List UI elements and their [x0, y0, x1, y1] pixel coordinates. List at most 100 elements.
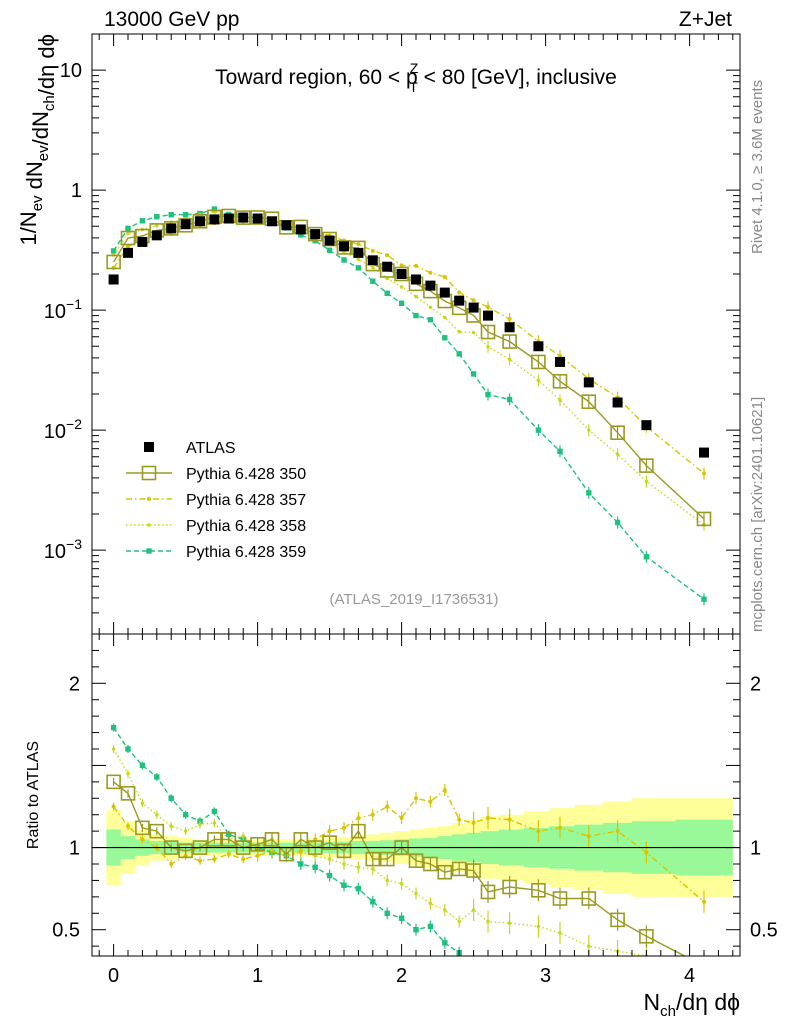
atlas-data-point [252, 213, 263, 224]
data-point [615, 452, 620, 457]
atlas-data-point [108, 274, 119, 285]
ratio-point [178, 843, 193, 859]
rivet-version-label: Rivet 4.1.0, ≥ 3.6M events [749, 80, 766, 254]
ratio-point [399, 881, 404, 886]
legend-marker [146, 548, 152, 554]
data-point [178, 217, 193, 233]
ratio-point [502, 879, 517, 895]
legend-entry: Pythia 6.428 359 [126, 544, 306, 561]
ratio-point [298, 848, 303, 853]
ratio-tick-label-right: 1 [750, 838, 761, 860]
ratio-series-pythia-6-428-357 [111, 784, 706, 913]
ratio-point [198, 822, 202, 827]
data-point [385, 253, 390, 258]
y-tick-label: 10−1 [44, 296, 82, 323]
data-point [394, 266, 409, 282]
ratio-point [610, 912, 625, 928]
series-line-6-428-357 [113, 219, 705, 474]
ratio-point [423, 856, 438, 872]
header-process-label: Z+Jet [679, 8, 732, 31]
data-point [644, 479, 649, 484]
ratio-point [442, 788, 447, 793]
data-point [341, 257, 347, 263]
atlas-data-point [483, 310, 493, 321]
atlas-data-point [123, 247, 133, 258]
ratio-point [414, 891, 418, 896]
data-point [126, 231, 130, 236]
ratio-point [250, 836, 265, 852]
atlas-data-point [612, 397, 623, 408]
data-point [427, 317, 434, 323]
ratio-point [211, 808, 218, 815]
ratio-point [198, 858, 202, 863]
data-point [485, 391, 491, 398]
data-point [535, 427, 542, 433]
data-point [370, 248, 375, 253]
ratio-point [557, 980, 562, 985]
ratio-tick-label-left: 0.5 [52, 920, 80, 942]
ratio-point [385, 878, 390, 883]
data-point [399, 285, 404, 289]
data-point [356, 242, 361, 247]
ratio-point [356, 865, 361, 870]
ratio-point [428, 799, 433, 804]
ratio-point [226, 852, 231, 857]
data-point [414, 294, 418, 299]
ratio-point [471, 820, 476, 825]
ratio-point [442, 940, 448, 946]
data-point [168, 212, 174, 218]
ratio-point [111, 747, 116, 751]
data-point [536, 378, 541, 383]
ratio-point [485, 973, 490, 978]
ratio-axis-label: Ratio to ATLAS [25, 741, 42, 849]
ratio-point [106, 774, 121, 790]
data-point [586, 490, 592, 496]
ratio-point [351, 823, 366, 839]
legend: ATLAS Pythia 6.428 350 Pythia 6.428 357 Pyt… [126, 440, 306, 561]
ratio-point [270, 848, 274, 853]
y-tick-label: 10−3 [44, 536, 82, 563]
ratio-point [312, 864, 318, 870]
data-point [398, 300, 405, 306]
ratio-point [558, 825, 562, 830]
ratio-series-pythia-6-428-358 [111, 745, 650, 956]
ratio-point [507, 921, 512, 925]
ratio-point [552, 891, 568, 906]
ratio-point [437, 864, 453, 880]
atlas-data-point [411, 274, 421, 285]
ratio-point [457, 817, 462, 822]
ratio-point [125, 746, 131, 752]
ratio-point [111, 804, 116, 809]
data-point [442, 274, 447, 279]
ratio-point [466, 863, 481, 878]
ratio-point [322, 835, 337, 850]
data-point [581, 394, 597, 410]
ratio-point [241, 857, 246, 862]
ratio-point [326, 872, 333, 879]
y-axis-label: 1/Nev dNev/dNch/dη dϕ [16, 34, 59, 246]
ratio-point [536, 924, 541, 929]
ratio-point [615, 993, 620, 998]
mcplots-source-label: mcplots.cern.ch [arXiv:2401.10621] [749, 397, 766, 632]
data-point [502, 334, 517, 349]
ratio-point [480, 884, 496, 900]
ratio-point [698, 959, 711, 972]
ratio-point [255, 853, 260, 858]
ratio-point [155, 812, 159, 817]
legend-marker [147, 523, 151, 527]
atlas-data-point [324, 235, 335, 246]
data-point [399, 263, 404, 268]
ratio-point [587, 944, 591, 948]
ratio-point [384, 910, 390, 916]
ratio-point [586, 834, 591, 839]
atlas-data-point [439, 287, 450, 298]
data-point [507, 357, 512, 362]
atlas-data-point [533, 341, 544, 352]
data-point [486, 344, 490, 349]
atlas-data-point [295, 224, 306, 235]
ratio-point [399, 816, 404, 820]
atlas-data-point [137, 236, 148, 247]
atlas-data-point [468, 302, 479, 313]
ratio-point [427, 923, 434, 930]
